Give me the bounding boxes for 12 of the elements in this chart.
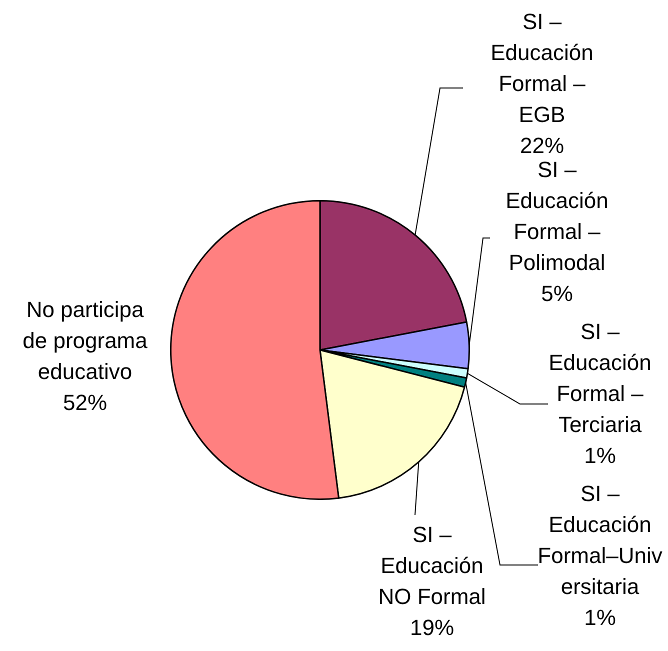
slice-label: No participa de programa educativo [22,297,148,384]
data-label: 5% [541,281,573,306]
slice-label: SI – Educación Formal–Universitaria [538,481,662,600]
slice-label: SI – Educación Formal – Polimodal [506,157,608,276]
data-label: 1% [584,443,616,468]
data-label: 52% [62,390,108,416]
data-label: 22% [520,133,564,158]
data-label: 19% [410,615,454,640]
slice-label: SI – Educación Formal – EGB [490,9,594,128]
slice-label: SI – Educación Formal – Terciaria [548,319,652,438]
slice-label: SI – Educación NO Formal [378,522,486,610]
data-label: 1% [584,605,616,630]
